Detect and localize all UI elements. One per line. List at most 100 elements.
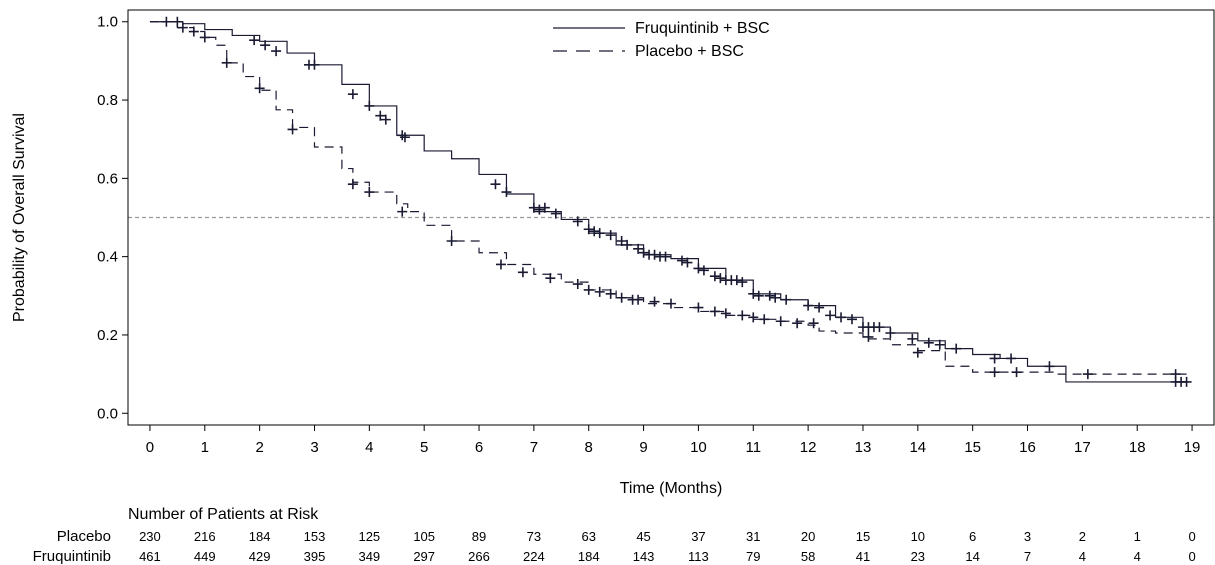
placebo-censor-mark bbox=[605, 288, 616, 299]
x-tick-label: 5 bbox=[420, 439, 428, 456]
at-risk-count: 20 bbox=[801, 529, 815, 544]
at-risk-count: 3 bbox=[1024, 529, 1031, 544]
x-axis-label: Time (Months) bbox=[620, 480, 723, 497]
fruquintinib-censor-mark bbox=[682, 257, 693, 268]
at-risk-count: 2 bbox=[1079, 529, 1086, 544]
fruquintinib-censor-mark bbox=[907, 333, 918, 344]
x-tick-label: 1 bbox=[201, 439, 209, 456]
at-risk-group-label: Placebo bbox=[57, 528, 111, 545]
fruquintinib-censor-mark bbox=[271, 46, 282, 57]
fruquintinib-censor-mark bbox=[633, 243, 644, 254]
placebo-censor-mark bbox=[221, 57, 232, 68]
at-risk-count: 0 bbox=[1188, 529, 1195, 544]
placebo-censor-mark bbox=[177, 22, 188, 33]
placebo-censor-mark bbox=[792, 318, 803, 329]
x-tick-label: 11 bbox=[745, 439, 761, 456]
fruquintinib-censor-mark bbox=[715, 273, 726, 284]
fruquintinib-censor-mark bbox=[847, 314, 857, 325]
fruquintinib-censor-mark bbox=[260, 40, 271, 51]
fruquintinib-censor-mark bbox=[594, 228, 605, 239]
fruquintinib-censor-mark bbox=[814, 302, 825, 313]
at-risk-count: 45 bbox=[636, 529, 650, 544]
at-risk-count: 0 bbox=[1188, 549, 1195, 564]
fruquintinib-censor-mark bbox=[698, 265, 709, 276]
fruquintinib-censor-mark bbox=[885, 327, 896, 338]
placebo-censor-mark bbox=[616, 292, 627, 303]
y-tick-label: 1.0 bbox=[97, 14, 118, 31]
placebo-censor-mark bbox=[254, 83, 265, 94]
placebo-censor-mark bbox=[912, 347, 923, 358]
fruquintinib-censor-mark bbox=[874, 322, 885, 333]
fruquintinib-censor-mark bbox=[309, 59, 320, 70]
at-risk-count: 23 bbox=[911, 549, 925, 564]
x-tick-label: 10 bbox=[690, 439, 707, 456]
at-risk-count: 230 bbox=[139, 529, 161, 544]
at-risk-count: 143 bbox=[633, 549, 655, 564]
fruquintinib-censor-mark bbox=[638, 247, 649, 258]
placebo-censor-mark bbox=[1170, 369, 1181, 380]
at-risk-count: 113 bbox=[688, 549, 709, 564]
x-tick-label: 7 bbox=[530, 439, 538, 456]
fruquintinib-censor-mark bbox=[347, 89, 358, 100]
at-risk-count: 6 bbox=[969, 529, 976, 544]
fruquintinib-censor-mark bbox=[764, 290, 775, 301]
fruquintinib-censor-mark bbox=[951, 343, 962, 354]
fruquintinib-censor-mark bbox=[989, 353, 1000, 364]
placebo-censor-mark bbox=[775, 316, 786, 327]
at-risk-count: 89 bbox=[472, 529, 486, 544]
x-tick-label: 4 bbox=[365, 439, 373, 456]
fruquintinib-censor-mark bbox=[380, 114, 391, 125]
at-risk-count: 349 bbox=[358, 549, 380, 564]
fruquintinib-censor-mark bbox=[1044, 361, 1055, 372]
at-risk-count: 4 bbox=[1134, 549, 1141, 564]
at-risk-count: 105 bbox=[413, 529, 435, 544]
placebo-censor-mark bbox=[633, 294, 644, 305]
fruquintinib-censor-mark bbox=[375, 110, 386, 121]
placebo-censor-mark bbox=[720, 308, 731, 319]
fruquintinib-censor-mark bbox=[825, 310, 836, 321]
placebo-censor-mark bbox=[808, 318, 819, 329]
at-risk-count: 4 bbox=[1079, 549, 1086, 564]
placebo-censor-mark bbox=[397, 206, 408, 217]
x-tick-label: 18 bbox=[1129, 439, 1146, 456]
x-tick-label: 17 bbox=[1074, 439, 1091, 456]
x-tick-label: 2 bbox=[255, 439, 263, 456]
at-risk-title: Number of Patients at Risk bbox=[128, 506, 319, 523]
y-tick-label: 0.2 bbox=[97, 327, 118, 344]
placebo-censor-mark bbox=[446, 235, 457, 246]
y-tick-label: 0.4 bbox=[97, 249, 118, 266]
placebo-censor-mark bbox=[545, 273, 556, 284]
x-tick-label: 16 bbox=[1019, 439, 1036, 456]
legend-label-fruquintinib: Fruquintinib + BSC bbox=[635, 20, 770, 37]
fruquintinib-censor-mark bbox=[781, 294, 792, 305]
fruquintinib-censor-mark bbox=[583, 224, 594, 235]
fruquintinib-censor-mark bbox=[709, 271, 720, 282]
placebo-censor-mark bbox=[364, 187, 375, 198]
fruquintinib-censor-mark bbox=[1181, 376, 1192, 387]
fruquintinib-censor-mark bbox=[737, 277, 748, 288]
fruquintinib-censor-mark bbox=[550, 208, 561, 219]
fruquintinib-censor-mark bbox=[836, 312, 847, 323]
fruquintinib-censor-mark bbox=[934, 339, 945, 350]
placebo-censor-mark bbox=[863, 331, 874, 342]
at-risk-count: 10 bbox=[911, 529, 925, 544]
fruquintinib-censor-mark bbox=[490, 179, 501, 190]
fruquintinib-censor-mark bbox=[753, 290, 764, 301]
at-risk-count: 31 bbox=[746, 529, 760, 544]
at-risk-count: 153 bbox=[304, 529, 326, 544]
fruquintinib-censor-mark bbox=[803, 300, 814, 311]
legend: Fruquintinib + BSC Placebo + BSC bbox=[553, 20, 770, 60]
placebo-censor-mark bbox=[347, 179, 358, 190]
fruquintinib-censor-mark bbox=[649, 249, 660, 260]
fruquintinib-censor-mark bbox=[731, 275, 742, 286]
x-tick-label: 3 bbox=[310, 439, 318, 456]
at-risk-count: 184 bbox=[578, 549, 600, 564]
fruquintinib-censor-mark bbox=[660, 251, 671, 262]
at-risk-count: 58 bbox=[801, 549, 815, 564]
placebo-censor-mark bbox=[748, 312, 759, 323]
placebo-censor-mark bbox=[1011, 367, 1022, 378]
x-tick-label: 0 bbox=[146, 439, 154, 456]
at-risk-count: 73 bbox=[527, 529, 541, 544]
